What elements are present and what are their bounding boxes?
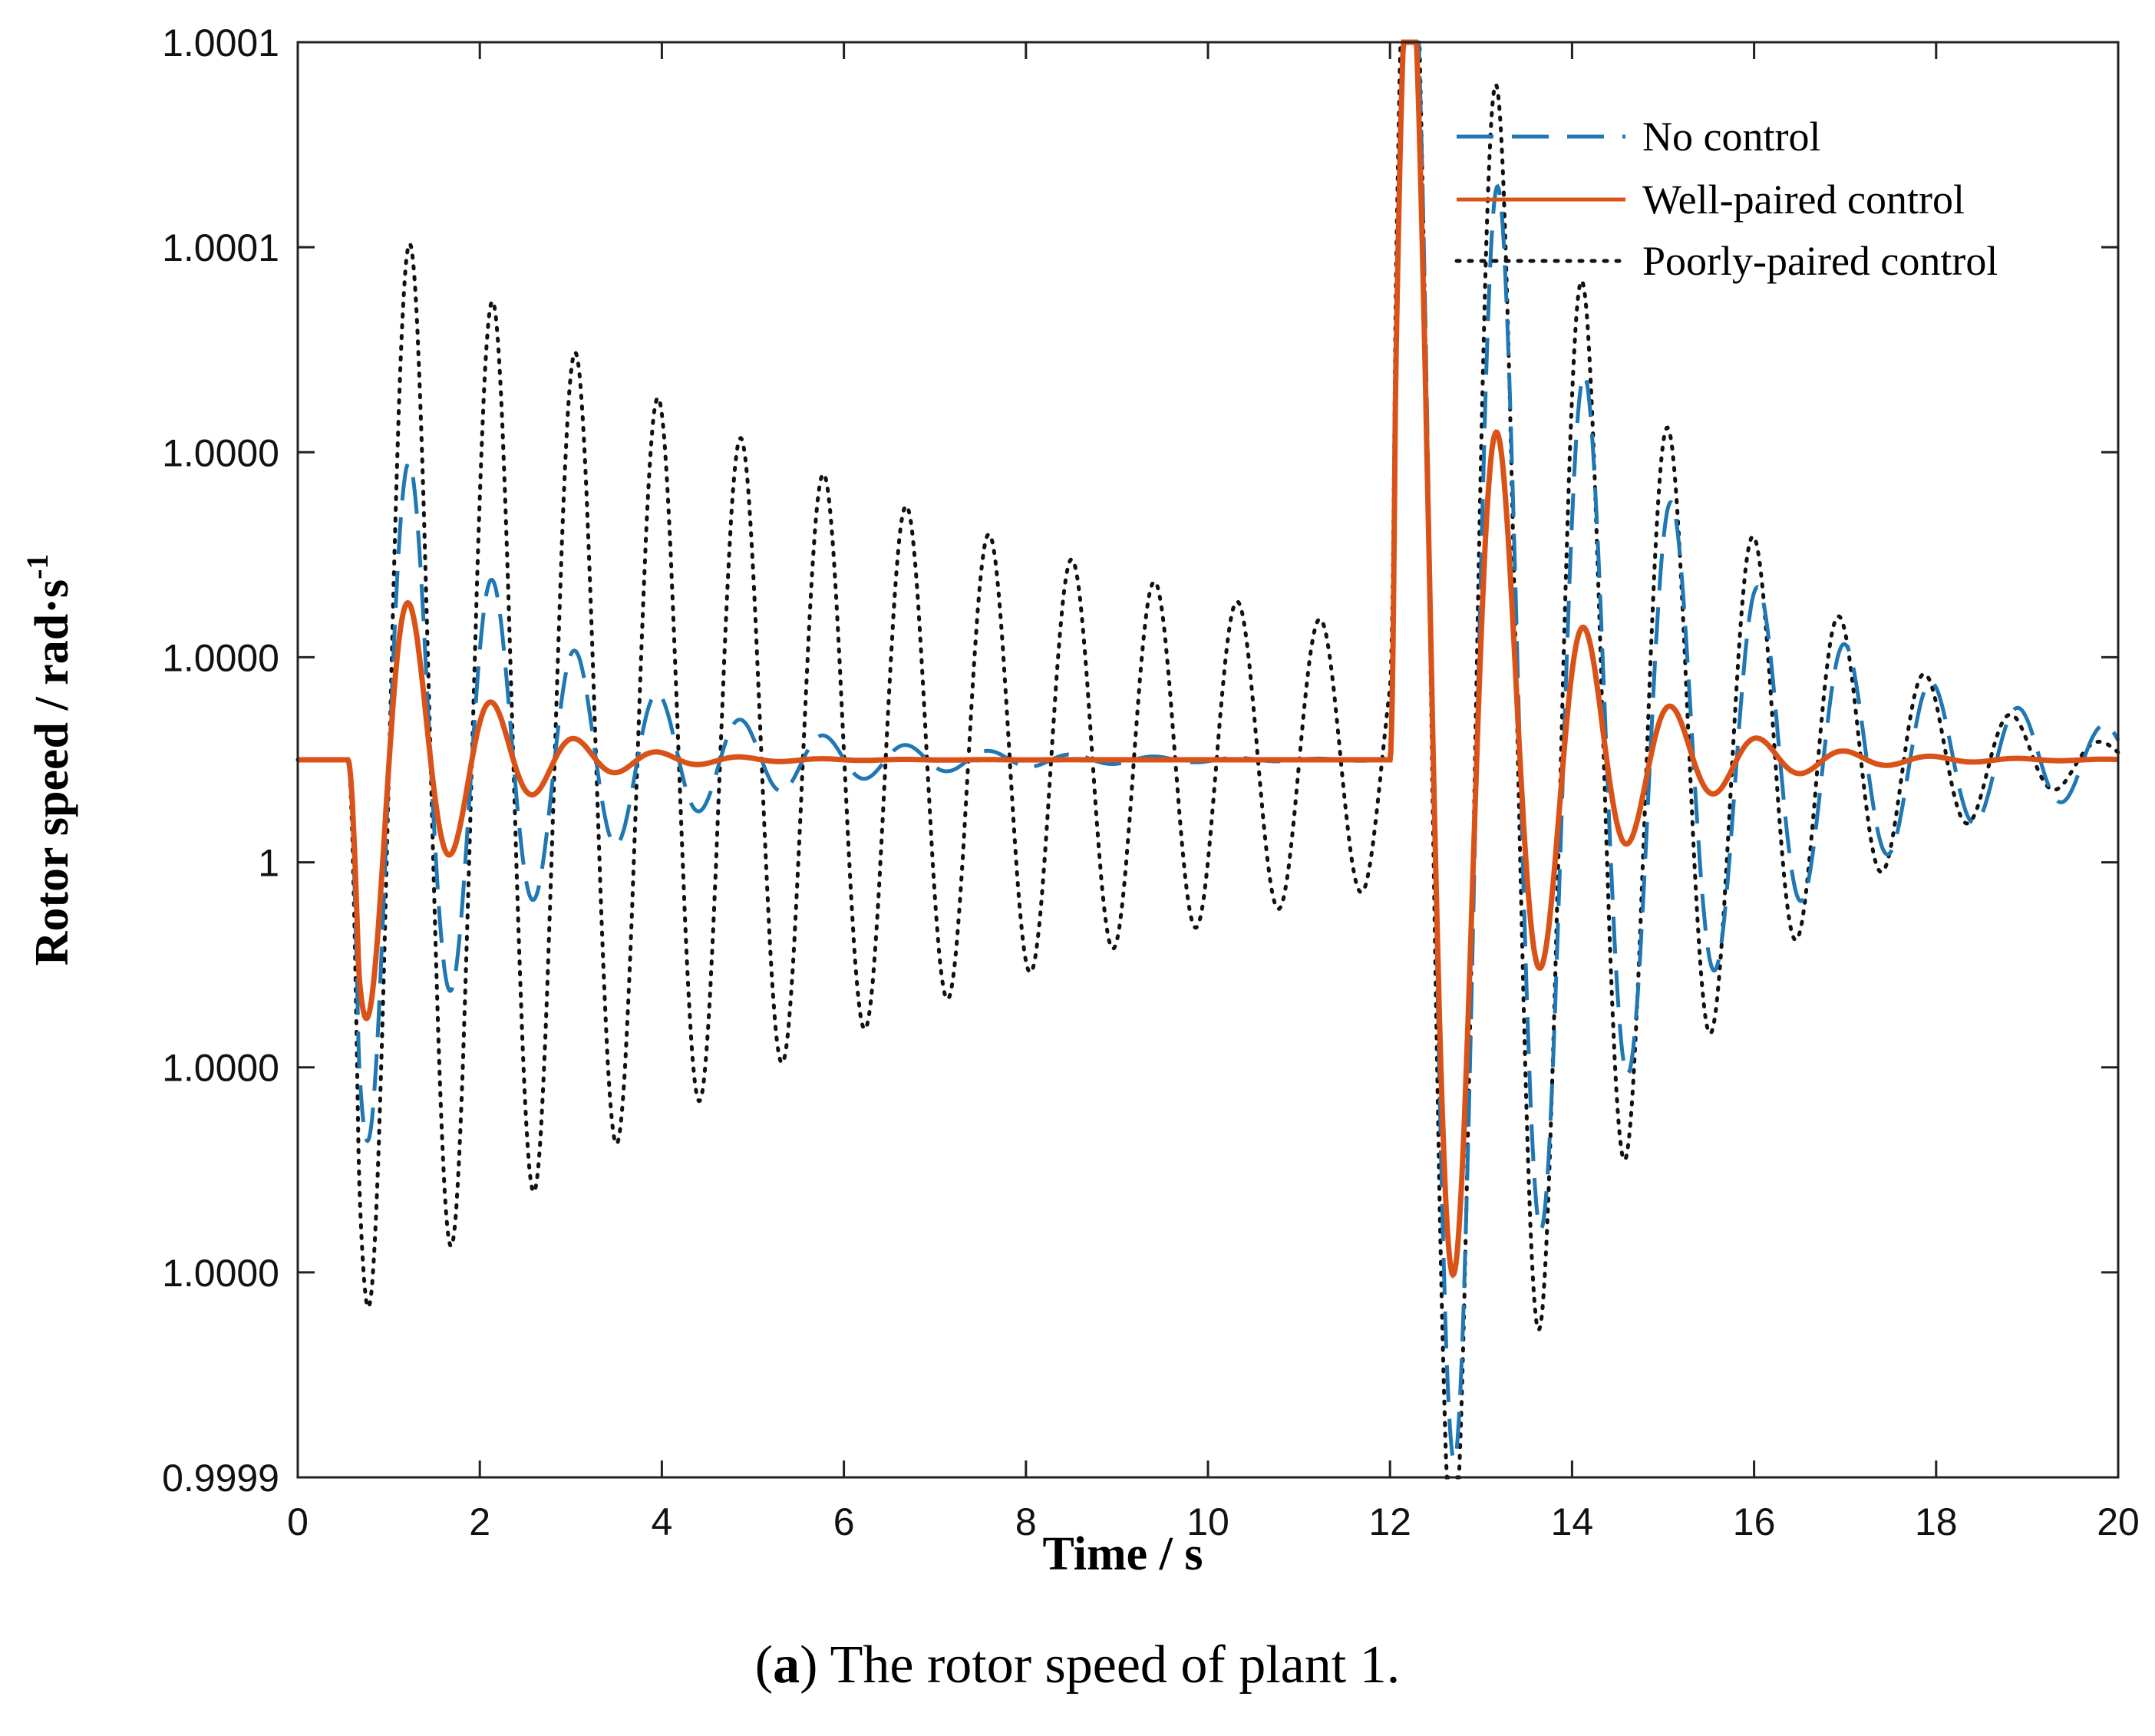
x-tick-label: 18 [1915,1500,1958,1543]
tick-labels: 0 2 4 6 8 10 12 14 16 18 20 1.0001 1.0001 1.0000 1.000… [162,21,2140,1543]
y-tick-label: 0.9999 [162,1457,279,1500]
figure-caption: (a) The rotor speed of plant 1. [754,1635,1401,1695]
caption-label: a [773,1635,800,1695]
series-layer [295,39,2120,1480]
y-tick-label: 1.0000 [162,1047,279,1090]
x-tick-label: 20 [2097,1500,2140,1543]
x-tick-label: 16 [1733,1500,1776,1543]
legend: No control Well-paired control Poorly-pa… [1454,114,1998,284]
plot-frame [296,41,2120,1479]
x-tick-label: 2 [469,1500,490,1543]
x-tick-label: 14 [1551,1500,1594,1543]
chart: 0 2 4 6 8 10 12 14 16 18 20 1.0001 1.0001 1.0000 1.000… [20,21,2140,1580]
y-axis-title: Rotor speed / rad·s-1 [20,554,78,966]
x-tick-label: 10 [1186,1500,1229,1543]
y-tick-label: 1 [258,842,279,885]
x-tick-label: 0 [287,1500,309,1543]
y-tick-label: 1.0000 [162,636,279,679]
x-tick-label: 4 [651,1500,672,1543]
y-axis-title-superscript: -1 [20,554,54,579]
legend-label-well-paired: Well-paired control [1642,177,1965,223]
x-tick-label: 12 [1368,1500,1411,1543]
caption-text: The rotor speed of plant 1. [817,1635,1401,1695]
x-axis-title: Time / s [1043,1528,1203,1580]
y-tick-label: 1.0000 [162,1252,279,1295]
legend-label-no-control: No control [1642,114,1820,160]
y-tick-label: 1.0001 [162,226,279,269]
x-tick-label: 8 [1015,1500,1037,1543]
y-axis-title-main: Rotor speed / rad·s [26,579,78,965]
legend-label-poorly-paired: Poorly-paired control [1642,238,1998,284]
x-tick-label: 6 [833,1500,855,1543]
y-tick-label: 1.0000 [162,431,279,474]
y-tick-label: 1.0001 [162,21,279,64]
series-line-well-paired-control [298,39,2118,1279]
